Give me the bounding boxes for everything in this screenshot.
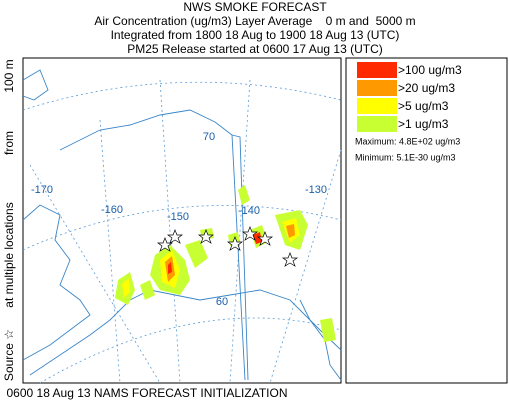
graticule [29,164,161,384]
source-markers [156,226,299,267]
border [231,134,249,381]
grid-label: -140 [238,205,260,217]
coastline [59,109,246,381]
coastline [29,299,131,376]
legend-label: >1 ug/m3 [398,117,449,131]
legend-label: >5 ug/m3 [398,99,449,113]
graticule [229,79,251,384]
legend-swatch [357,116,397,132]
legend-swatch [357,80,397,96]
legend-maximum: Maximum: 4.8E+02 ug/m3 [355,136,460,146]
grid-label: -170 [31,184,53,196]
title: NWS SMOKE FORECAST [183,0,327,14]
side-label: at multiple locations [2,202,16,307]
subtitle: Air Concentration (ug/m3) Layer Average … [94,14,415,28]
map [22,57,342,384]
legend-label: >20 ug/m3 [398,81,455,95]
coastline [22,69,49,101]
side-label: 100 m [2,59,16,92]
graticule [159,79,181,384]
subtitle: PM25 Release started at 0600 17 Aug 13 (… [127,42,382,56]
coastline [22,204,91,361]
graticule [22,81,342,111]
legend-minimum: Minimum: 5.1E-30 ug/m3 [355,152,456,162]
side-label: from [2,131,16,155]
legend-label: >100 ug/m3 [398,63,462,77]
subtitle: Integrated from 1800 18 Aug to 1900 18 A… [111,28,400,42]
legend-swatch [357,62,397,78]
footer: 0600 18 Aug 13 NAMS FORECAST INITIALIZAT… [7,386,288,400]
graticule [99,119,121,384]
graticule [39,317,342,384]
side-label: Source ☆ [2,329,16,381]
legend-swatch [357,98,397,114]
grid-label: 70 [203,131,215,143]
grid-label: -130 [305,184,327,196]
grid-label: 60 [216,296,228,308]
graticule [269,149,342,384]
grid-label: -150 [167,211,189,223]
grid-label: -160 [101,204,123,216]
